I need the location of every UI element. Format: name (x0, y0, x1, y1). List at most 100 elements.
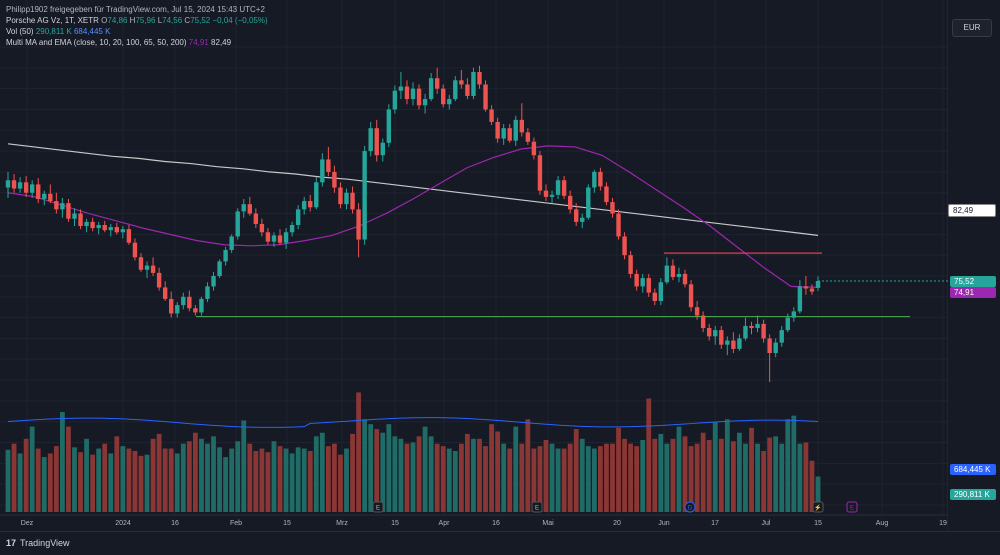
volume-bar (47, 453, 53, 512)
ma-line[interactable]: Multi MA and EMA (close, 10, 20, 100, 65… (6, 37, 268, 48)
symbol-name[interactable]: Porsche AG Vz, 1T, XETR (6, 16, 99, 25)
volume-bar (211, 436, 216, 512)
volume-bar (350, 433, 355, 512)
candle-body (241, 204, 246, 212)
volume-bar (253, 451, 259, 512)
candle-body (169, 298, 174, 314)
candle-body (531, 141, 537, 156)
candle-body (235, 211, 240, 237)
ma-short-price-tag: 74,91 (950, 287, 996, 298)
candle-body (320, 159, 325, 183)
time-tick-label: Dez (21, 520, 34, 527)
volume-bar (325, 446, 331, 512)
volume-bar (519, 443, 525, 512)
candle-body (670, 265, 676, 278)
volume-bar (90, 454, 96, 512)
candle-body (42, 193, 47, 199)
volume-bar (332, 443, 337, 512)
candle-body (283, 232, 289, 243)
volume-bar (646, 398, 652, 512)
candle-body (162, 287, 168, 299)
time-tick-label: Aug (876, 520, 889, 527)
candle-body (217, 261, 222, 276)
open-value: 74,86 (107, 16, 128, 25)
volume-bar (779, 443, 785, 512)
candle-body (737, 338, 742, 349)
ohlc-line[interactable]: Porsche AG Vz, 1T, XETR O74,86 H75,96 L7… (6, 15, 268, 26)
volume-bar (743, 443, 748, 512)
volume-bar (186, 441, 192, 512)
volume-bar (737, 432, 742, 512)
candle-body (628, 255, 633, 274)
candle-body (120, 229, 126, 233)
candle-body (779, 330, 784, 343)
candle-body (749, 325, 754, 329)
volume-bar (29, 426, 35, 512)
candle-body (428, 78, 434, 100)
time-tick-label: 15 (283, 520, 291, 527)
volume-bar (452, 451, 458, 512)
volume-bar (374, 429, 380, 512)
low-label: L (157, 16, 163, 25)
time-tick-label: 2024 (115, 520, 131, 527)
time-tick-label: Jul (762, 520, 771, 527)
candle-body (211, 276, 216, 287)
candle-body (392, 90, 398, 110)
volume-bar (168, 448, 174, 512)
tradingview-logo[interactable]: 17 TradingView (6, 538, 70, 548)
volume-bar (295, 447, 301, 512)
ma-label[interactable]: Multi MA and EMA (close, 10, 20, 100, 65… (6, 38, 187, 47)
volume-bar (192, 432, 198, 512)
candle-body (640, 278, 645, 287)
candle-body (700, 315, 706, 329)
candle-body (356, 209, 361, 240)
volume-line[interactable]: Vol (50) 290,811 K 684,445 K (6, 26, 268, 37)
candle-body (598, 171, 603, 187)
candle-body (713, 330, 718, 337)
candle-body (114, 227, 120, 233)
candle-body (84, 221, 89, 227)
candle-body (622, 236, 627, 256)
candle-body (682, 273, 688, 285)
volume-bar (489, 424, 494, 512)
volume-bar (434, 443, 440, 512)
volume-bar (525, 419, 531, 512)
volume-bar (567, 443, 573, 512)
candle-body (265, 232, 271, 242)
candle-body (386, 109, 392, 143)
candle-body (398, 86, 404, 91)
volume-label[interactable]: Vol (50) (6, 27, 34, 36)
candle-body (743, 325, 748, 339)
volume-bar (730, 441, 736, 512)
candle-body (156, 272, 162, 288)
volume-bar (616, 427, 621, 512)
candle-body (731, 340, 736, 349)
currency-button[interactable]: EUR (952, 19, 992, 37)
open-label: O (101, 16, 108, 25)
candle-body (199, 298, 204, 313)
volume-bar (471, 438, 476, 512)
volume-bar (724, 419, 730, 512)
candle-body (150, 265, 156, 273)
candle-body (489, 109, 494, 122)
volume-bar (604, 443, 609, 512)
candle-body (54, 201, 59, 210)
volume-bar (640, 440, 646, 512)
volume-bar (549, 443, 555, 512)
event-marker-icon (846, 501, 858, 513)
volume-bar (410, 442, 416, 512)
volume-bar (670, 438, 676, 512)
volume-bar (72, 447, 77, 512)
candle-body (338, 187, 343, 205)
high-label: H (129, 16, 136, 25)
time-tick-label: Mai (542, 520, 554, 527)
candle-body (773, 342, 778, 354)
volume-bar (428, 436, 434, 512)
candle-body (537, 155, 543, 191)
price-chart[interactable]: 98,0096,0094,0092,0090,0088,0086,0084,00… (0, 0, 948, 530)
candle-body (108, 227, 113, 231)
candle-body (719, 330, 724, 345)
volume-bar (386, 424, 392, 512)
publisher-line: Philipp1902 freigegeben für TradingView.… (6, 4, 268, 15)
volume-bar (156, 433, 162, 512)
